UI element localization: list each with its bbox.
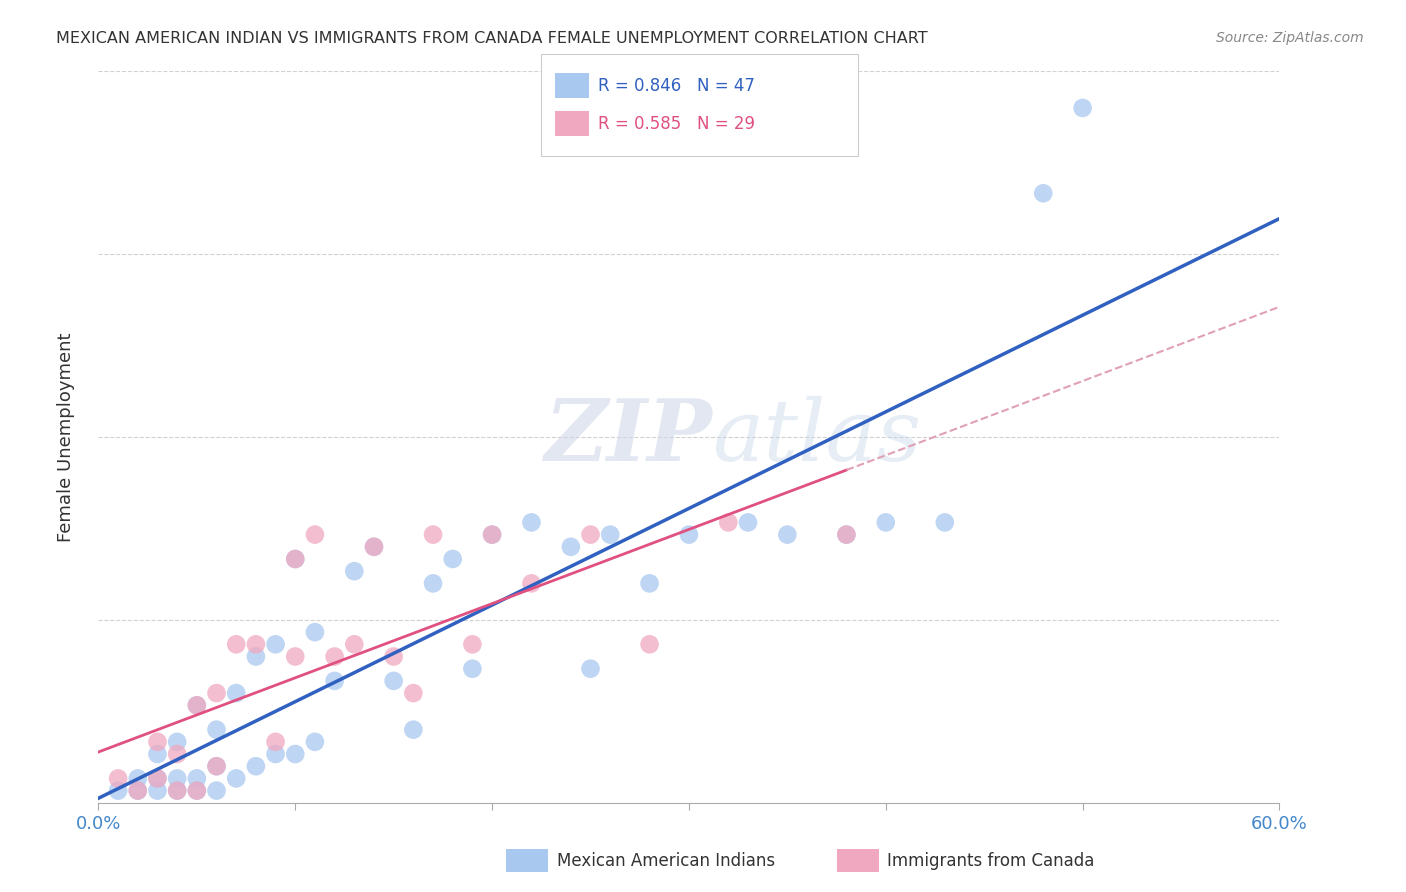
Text: R = 0.585   N = 29: R = 0.585 N = 29 [598, 115, 755, 133]
Point [166, 747, 188, 761]
Text: Immigrants from Canada: Immigrants from Canada [887, 852, 1094, 870]
Point [166, 783, 188, 797]
Point [520, 576, 543, 591]
Point [146, 772, 169, 786]
Text: R = 0.846   N = 47: R = 0.846 N = 47 [598, 77, 755, 95]
Point [835, 527, 858, 541]
Point [481, 527, 503, 541]
Point [461, 662, 484, 676]
Text: atlas: atlas [713, 396, 922, 478]
Point [560, 540, 582, 554]
Point [441, 552, 464, 566]
Point [166, 772, 188, 786]
Point [776, 527, 799, 541]
Point [402, 723, 425, 737]
Point [127, 783, 149, 797]
Point [146, 783, 169, 797]
Point [520, 516, 543, 530]
Point [264, 747, 287, 761]
Point [107, 772, 129, 786]
Point [638, 637, 661, 651]
Point [323, 649, 346, 664]
Point [363, 540, 385, 554]
Point [186, 783, 208, 797]
Point [264, 637, 287, 651]
Point [186, 698, 208, 713]
Point [127, 772, 149, 786]
Point [225, 772, 247, 786]
Point [284, 649, 307, 664]
Text: MEXICAN AMERICAN INDIAN VS IMMIGRANTS FROM CANADA FEMALE UNEMPLOYMENT CORRELATIO: MEXICAN AMERICAN INDIAN VS IMMIGRANTS FR… [56, 31, 928, 46]
Point [284, 747, 307, 761]
Point [579, 527, 602, 541]
Y-axis label: Female Unemployment: Female Unemployment [56, 333, 75, 541]
Point [304, 527, 326, 541]
Point [382, 673, 405, 688]
Point [245, 759, 267, 773]
Text: Mexican American Indians: Mexican American Indians [557, 852, 775, 870]
Point [717, 516, 740, 530]
Point [363, 540, 385, 554]
Point [835, 527, 858, 541]
Text: ZIP: ZIP [544, 395, 713, 479]
Point [245, 637, 267, 651]
Point [678, 527, 700, 541]
Point [343, 637, 366, 651]
Point [579, 662, 602, 676]
Point [323, 673, 346, 688]
Point [146, 735, 169, 749]
Point [146, 772, 169, 786]
Point [205, 783, 228, 797]
Point [343, 564, 366, 578]
Point [737, 516, 759, 530]
Point [127, 783, 149, 797]
Point [107, 783, 129, 797]
Point [225, 637, 247, 651]
Point [304, 735, 326, 749]
Point [382, 649, 405, 664]
Point [146, 747, 169, 761]
Point [304, 625, 326, 640]
Point [166, 735, 188, 749]
Point [166, 783, 188, 797]
Point [1032, 186, 1054, 201]
Point [402, 686, 425, 700]
Point [481, 527, 503, 541]
Point [205, 759, 228, 773]
Point [1071, 101, 1094, 115]
Point [422, 576, 444, 591]
Point [638, 576, 661, 591]
Point [225, 686, 247, 700]
Point [245, 649, 267, 664]
Point [284, 552, 307, 566]
Point [186, 783, 208, 797]
Point [934, 516, 956, 530]
Point [599, 527, 621, 541]
Point [875, 516, 897, 530]
Point [461, 637, 484, 651]
Point [422, 527, 444, 541]
Point [205, 686, 228, 700]
Point [264, 735, 287, 749]
Point [205, 723, 228, 737]
Point [186, 772, 208, 786]
Point [186, 698, 208, 713]
Point [284, 552, 307, 566]
Point [205, 759, 228, 773]
Text: Source: ZipAtlas.com: Source: ZipAtlas.com [1216, 31, 1364, 45]
